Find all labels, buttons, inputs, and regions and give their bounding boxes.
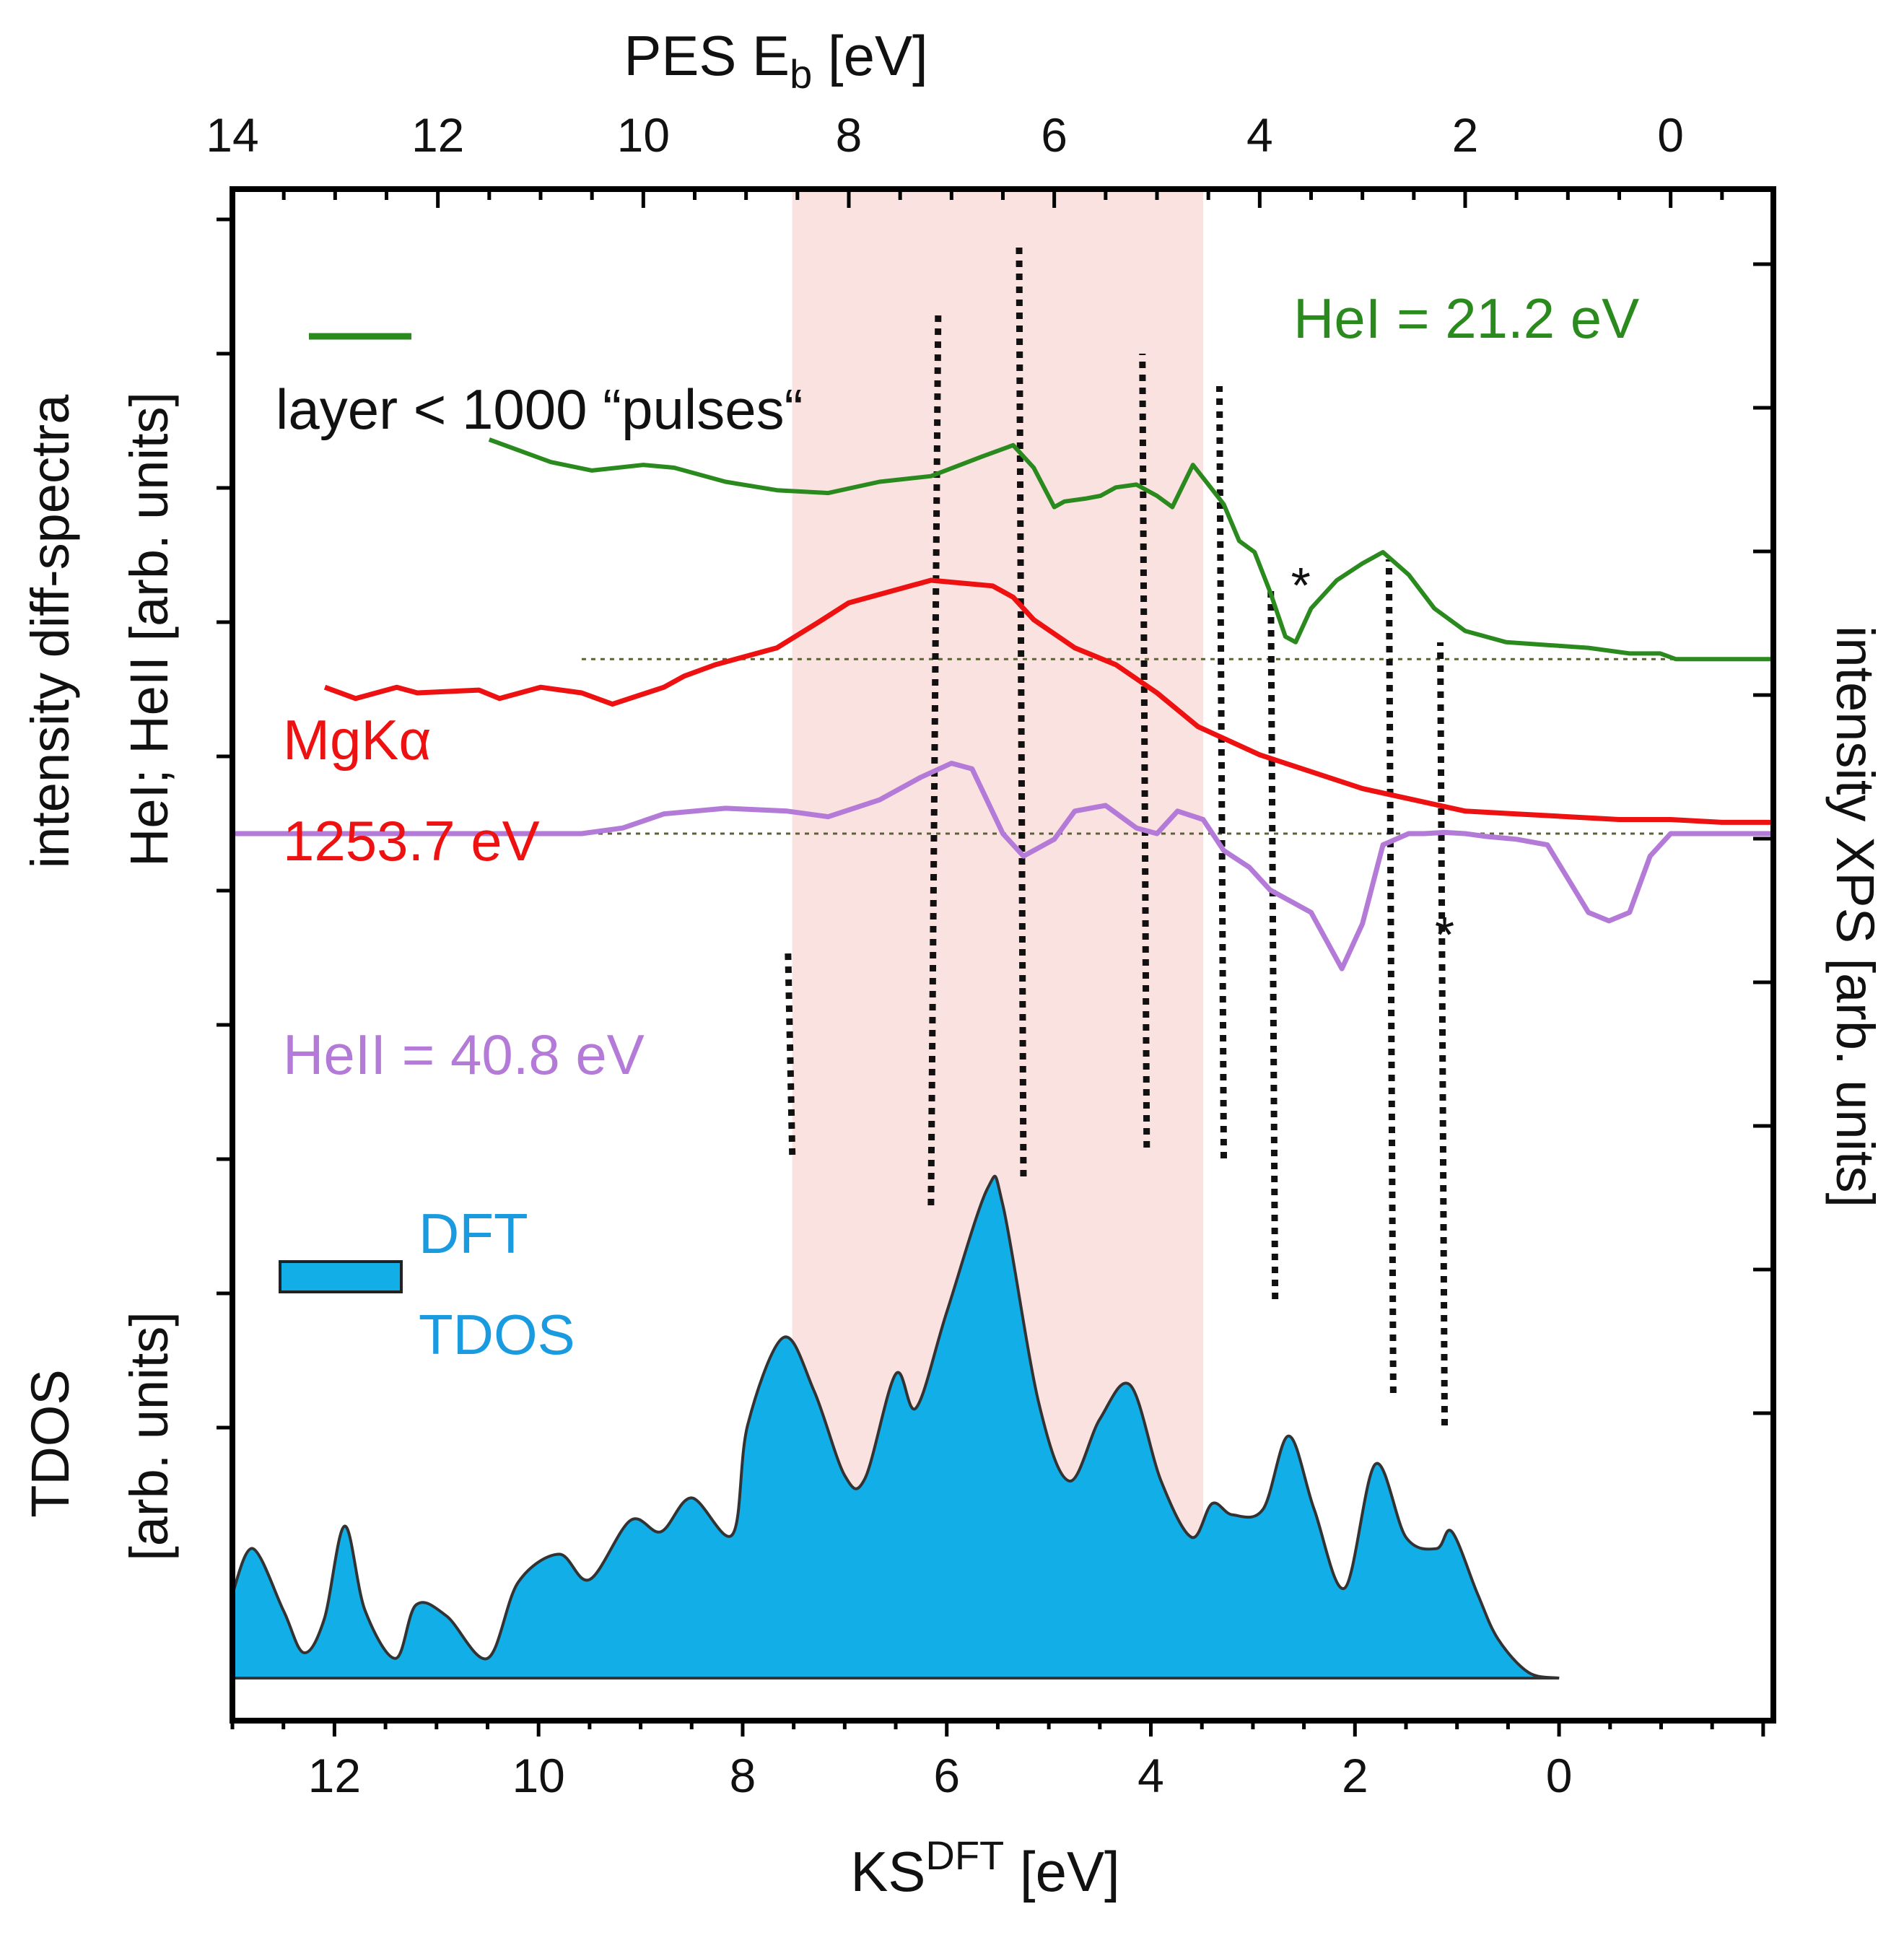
bottom-tick-label: 12: [308, 1749, 361, 1802]
left-tdos-title-line1: TDOS: [20, 1369, 80, 1518]
right-axis-ticks: [1753, 262, 1773, 1415]
top-tick-label: 14: [206, 108, 258, 162]
tdos-series-label: DFT: [419, 1202, 528, 1265]
dotted-connectors: [785, 241, 1449, 1426]
bottom-axis-title-main: KS: [850, 1840, 925, 1903]
tdos-series-label-line2: TDOS: [419, 1303, 575, 1366]
bottom-tick-label: 10: [512, 1749, 564, 1802]
hei-line: [488, 437, 1773, 662]
bottom-tick-label: 2: [1342, 1749, 1368, 1802]
top-tick-label: 4: [1246, 108, 1273, 162]
heii-series-label: HeII = 40.8 eV: [283, 1023, 645, 1086]
top-axis-title-unit: [eV]: [812, 24, 927, 87]
bottom-tick-label: 0: [1546, 1749, 1573, 1802]
bottom-tick-label: 4: [1137, 1749, 1164, 1802]
tdos-area: [231, 1174, 1560, 1680]
bottom-axis-ticks: [230, 1721, 1765, 1737]
left-tdos-title-line2: [arb. units]: [119, 1311, 179, 1561]
star-marker: *: [1435, 907, 1454, 963]
bottom-axis-title: KSDFT [eV]: [850, 1833, 1119, 1903]
bottom-tick-label: 8: [730, 1749, 756, 1802]
top-tick-label: 2: [1452, 108, 1479, 162]
heii-line: [232, 761, 1773, 971]
bottom-axis-title-sup: DFT: [925, 1833, 1004, 1878]
hei-series-label: HeI = 21.2 eV: [1293, 287, 1639, 350]
dotted-connector: [927, 310, 942, 1206]
dotted-connector: [1385, 559, 1397, 1394]
right-axis-title: intensity XPS [arb. units]: [1825, 626, 1885, 1207]
left-axis-ticks: [217, 217, 232, 1430]
mgka-line: [323, 577, 1773, 825]
top-tick-labels: 14 12 10 8 6 4 2 0: [206, 108, 1684, 162]
bottom-tick-labels: 12 10 8 6 4 2 0: [308, 1749, 1573, 1802]
top-tick-label: 6: [1041, 108, 1067, 162]
top-tick-label: 10: [617, 108, 670, 162]
left-axis-title-line1: intensity diff-spectra: [20, 394, 80, 869]
top-axis-title-sub: b: [790, 51, 812, 97]
hei-layer-note: layer < 1000 “pulses“: [276, 377, 803, 441]
feature-markers: **: [1291, 557, 1455, 963]
tdos-legend-swatch: [279, 1260, 403, 1293]
top-axis-ticks: [230, 189, 1776, 208]
star-marker: *: [1291, 557, 1311, 613]
bottom-tick-label: 6: [933, 1749, 960, 1802]
top-tick-label: 0: [1657, 108, 1684, 162]
top-tick-label: 12: [411, 108, 464, 162]
dotted-connector: [1267, 584, 1279, 1300]
dotted-connector: [1139, 353, 1150, 1148]
dotted-connector: [785, 948, 796, 1156]
dotted-connector: [1437, 642, 1449, 1426]
mgka-series-label: MgKα: [283, 708, 431, 772]
left-axis-title-line2: HeI; HeII [arb. units]: [119, 392, 179, 867]
mgka-energy-label: 1253.7 eV: [283, 809, 540, 873]
top-axis-title-main: PES E: [624, 24, 790, 87]
top-axis-title: PES Eb [eV]: [624, 24, 927, 97]
top-tick-label: 8: [836, 108, 863, 162]
bottom-axis-title-unit: [eV]: [1004, 1840, 1119, 1903]
